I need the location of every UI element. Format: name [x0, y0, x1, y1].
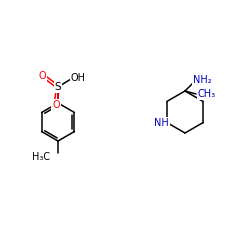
Text: O: O: [52, 100, 60, 110]
Text: H₃C: H₃C: [32, 152, 50, 162]
Text: CH₃: CH₃: [198, 89, 216, 99]
Text: NH₂: NH₂: [193, 75, 211, 85]
Text: NH: NH: [154, 118, 169, 128]
Text: O: O: [38, 71, 46, 81]
Text: S: S: [55, 82, 61, 92]
Text: OH: OH: [70, 73, 86, 83]
